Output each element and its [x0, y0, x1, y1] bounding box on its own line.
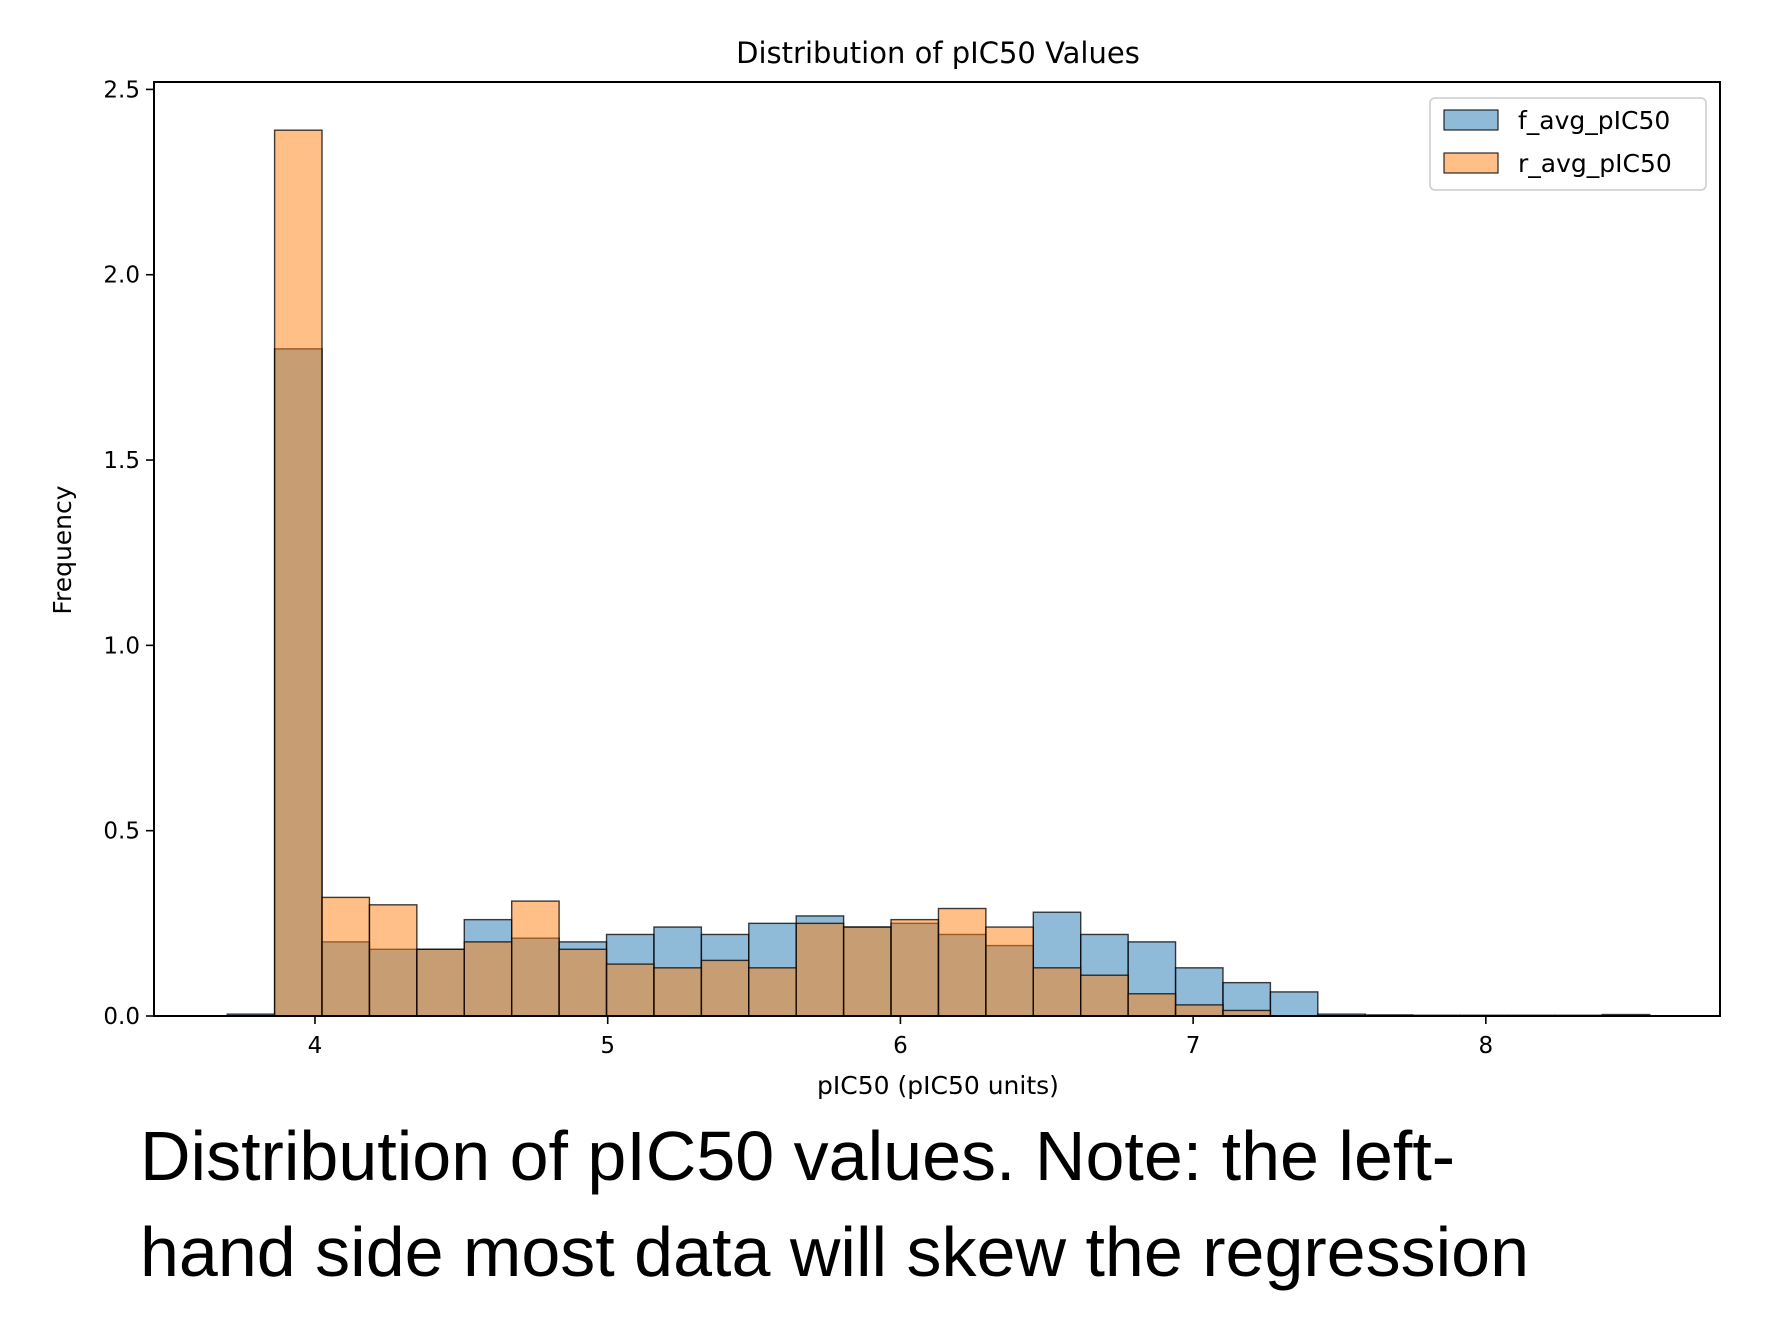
x-axis-label: pIC50 (pIC50 units) [817, 1071, 1059, 1100]
bar-r-avg-pIC50-10 [700, 959, 750, 1017]
caption-line-2: hand side most data will skew the regres… [140, 1213, 1530, 1291]
x-tick-label-0: 4 [308, 1033, 323, 1059]
bar-f-avg-pIC50-22 [1269, 991, 1319, 1017]
bar-r-avg-pIC50-9 [653, 967, 703, 1017]
bar-r-avg-pIC50-12 [795, 922, 845, 1017]
bar-r-avg-pIC50-19 [1127, 993, 1177, 1017]
bar-r-avg-pIC50-8 [605, 963, 655, 1017]
legend: f_avg_pIC50 r_avg_pIC50 [1429, 97, 1707, 191]
bar-r-avg-pIC50-4 [416, 948, 465, 1017]
legend-swatch-f-avg [1443, 109, 1499, 131]
y-axis-label: Frequency [48, 485, 77, 614]
bar-r-avg-pIC50-13 [842, 926, 892, 1017]
chart-title: Distribution of pIC50 Values [736, 36, 1140, 70]
y-tick-label-5: 2.5 [103, 77, 140, 103]
y-tick-label-4: 2.0 [103, 263, 140, 289]
x-tick-label-1: 5 [600, 1033, 615, 1059]
caption-line-1: Distribution of pIC50 values. Note: the … [140, 1117, 1456, 1195]
legend-swatch-r-avg [1443, 152, 1499, 174]
x-tick-label-2: 6 [893, 1033, 908, 1059]
bar-r-avg-pIC50-5 [463, 941, 513, 1017]
legend-label-f-avg: f_avg_pIC50 [1518, 106, 1670, 135]
bar-r-avg-pIC50-18 [1080, 974, 1129, 1017]
bar-r-avg-pIC50-6 [510, 900, 560, 1017]
bar-r-avg-pIC50-11 [748, 967, 797, 1017]
x-tick-label-4: 8 [1479, 1033, 1494, 1059]
bar-r-avg-pIC50-2 [321, 896, 371, 1017]
bar-r-avg-pIC50-3 [368, 904, 418, 1017]
bar-r-avg-pIC50-1 [273, 129, 323, 1017]
plot-frame [153, 81, 1721, 1017]
legend-box [1429, 97, 1707, 191]
bar-r-avg-pIC50-20 [1174, 1004, 1224, 1017]
bar-r-avg-pIC50-16 [985, 926, 1035, 1017]
bar-r-avg-pIC50-15 [937, 907, 987, 1017]
bar-r-avg-pIC50-14 [890, 918, 940, 1017]
legend-label-r-avg: r_avg_pIC50 [1518, 149, 1672, 178]
x-axis: 4 5 6 7 8 [308, 1016, 1493, 1059]
bar-r-avg-pIC50-7 [558, 948, 608, 1017]
y-tick-label-0: 0.0 [103, 1004, 140, 1030]
bar-r-avg-pIC50-17 [1032, 967, 1082, 1017]
y-tick-label-3: 1.5 [103, 448, 140, 474]
bars-group [226, 129, 1651, 1017]
y-axis: 0.0 0.5 1.0 1.5 2.0 2.5 [103, 77, 154, 1030]
x-tick-label-3: 7 [1186, 1033, 1201, 1059]
y-tick-label-1: 0.5 [103, 819, 140, 845]
figure-caption: Distribution of pIC50 values. Note: the … [140, 1108, 1700, 1300]
y-tick-label-2: 1.0 [103, 633, 140, 659]
